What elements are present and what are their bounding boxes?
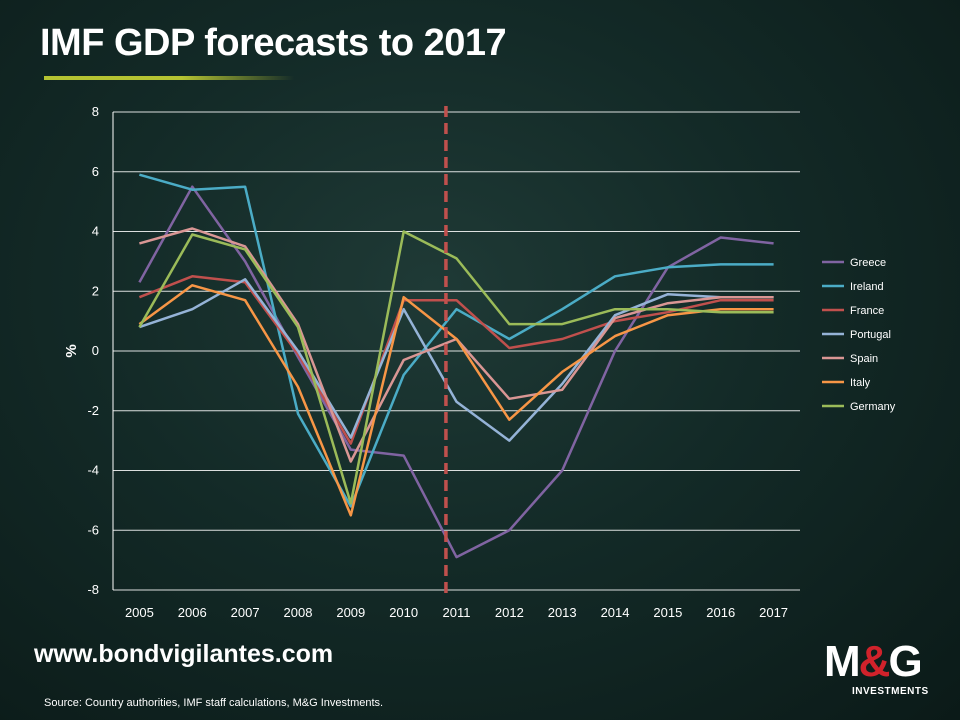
legend-label-greece: Greece (850, 257, 886, 269)
x-tick-label: 2006 (178, 605, 207, 620)
title-underline (44, 76, 294, 80)
y-tick-label: -2 (87, 403, 99, 418)
legend-label-france: France (850, 305, 884, 317)
source-note: Source: Country authorities, IMF staff c… (44, 697, 384, 709)
logo-ampersand: & (858, 637, 891, 686)
x-tick-label: 2014 (601, 605, 630, 620)
y-tick-label: -4 (87, 463, 99, 478)
x-tick-label: 2013 (548, 605, 577, 620)
y-tick-label: 0 (92, 343, 99, 358)
x-tick-label: 2012 (495, 605, 524, 620)
x-tick-label: 2015 (653, 605, 682, 620)
x-tick-label: 2007 (231, 605, 260, 620)
x-tick-label: 2011 (443, 605, 471, 620)
legend-label-ireland: Ireland (850, 281, 884, 293)
x-tick-label: 2016 (706, 605, 735, 620)
series-line-germany (138, 230, 774, 505)
website-url[interactable]: www.bondvigilantes.com (34, 640, 334, 668)
y-axis-title: % (63, 344, 80, 357)
legend: Greece Ireland France Portugal Spain Italy Ger… (822, 257, 896, 413)
y-tick-label: -8 (87, 582, 99, 597)
legend-label-germany: Germany (850, 401, 896, 413)
y-tick-label: 6 (92, 164, 99, 179)
x-tick-label: 2005 (125, 605, 154, 620)
mg-investments-logo: M&G INVESTMENTS (824, 640, 940, 702)
x-tick-label: 2010 (389, 605, 418, 620)
series-line-france (138, 275, 774, 445)
page-title: IMF GDP forecasts to 2017 (40, 22, 507, 64)
x-tick-label: 2008 (284, 605, 313, 620)
logo-letter-m: M (824, 637, 861, 686)
axes: 8 6 4 2 0 -2 -4 -6 -8 2005 2006 2007 2008 2009 2010 201… (63, 104, 788, 620)
series-line-ireland (139, 173, 774, 508)
y-tick-label: -6 (87, 522, 99, 537)
logo-subtitle: INVESTMENTS (852, 686, 929, 697)
x-tick-label: 2017 (759, 605, 788, 620)
y-tick-label: 2 (92, 283, 99, 298)
legend-label-italy: Italy (850, 377, 871, 389)
y-tick-label: 8 (92, 104, 99, 119)
logo-mark: M&G (824, 640, 940, 684)
series-line-italy (138, 284, 774, 517)
logo-letter-g: G (888, 637, 922, 686)
gridlines (113, 111, 800, 591)
x-tick-label: 2009 (336, 605, 365, 620)
y-tick-label: 4 (92, 224, 99, 239)
series-line-portugal (138, 278, 774, 442)
series-lines (138, 173, 774, 559)
legend-label-spain: Spain (850, 353, 878, 365)
legend-label-portugal: Portugal (850, 329, 891, 341)
series-line-spain (139, 227, 774, 463)
